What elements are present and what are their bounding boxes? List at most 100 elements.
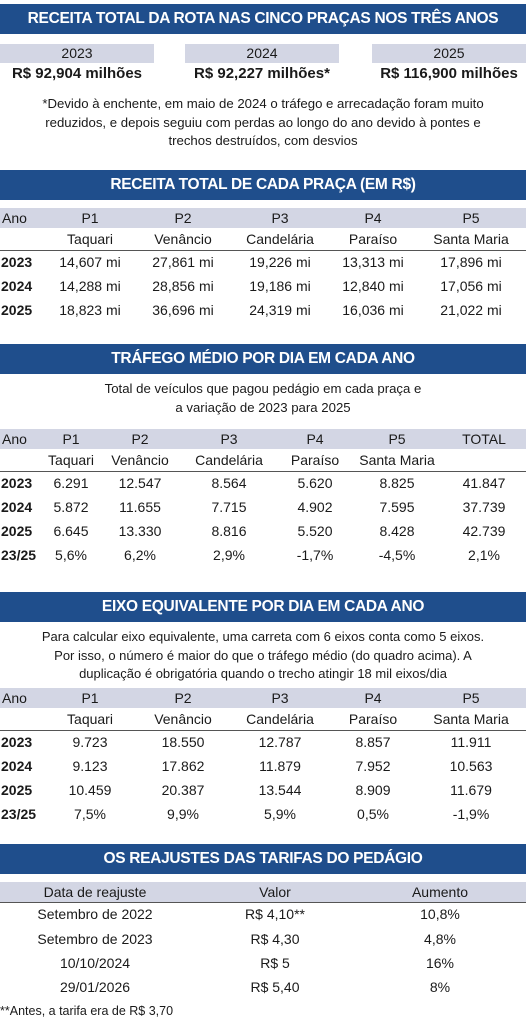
table-row: 2025 10.459 20.387 13.544 8.909 11.679 — [0, 778, 526, 802]
table-cell: 21,022 mi — [440, 302, 502, 318]
table-cell: 18.550 — [161, 734, 205, 751]
subheader-cell: Santa Maria — [416, 708, 526, 731]
section2-title: RECEITA TOTAL DE CADA PRAÇA (EM R$) — [110, 176, 416, 193]
year-box-2024: 2024 R$ 92,227 milhões* — [185, 44, 339, 83]
header-cell: P1 — [44, 208, 136, 228]
row-year: 2025 — [1, 302, 33, 318]
subheader-cell — [0, 449, 42, 472]
table-cell: 5.872 — [53, 499, 89, 515]
table-cell: 8.909 — [355, 782, 391, 798]
intro-line: a variação de 2023 para 2025 — [175, 399, 351, 415]
table-cell: 28,856 mi — [152, 278, 214, 294]
table-subheader-row: Taquari Venâncio Candelária Paraíso Sant… — [0, 449, 526, 472]
header-cell: P3 — [230, 208, 330, 228]
year-label: 2023 — [0, 44, 154, 63]
year-revenue: R$ 92,904 milhões — [11, 65, 143, 82]
header-cell: P4 — [278, 429, 352, 449]
header-cell: P2 — [136, 688, 230, 708]
header-cell: P1 — [42, 429, 100, 449]
table-cell: 11.679 — [450, 782, 492, 798]
row-year: 23/25 — [1, 806, 37, 822]
section5-title: OS REAJUSTES DAS TARIFAS DO PEDÁGIO — [103, 850, 423, 867]
table-cell: 19,226 mi — [249, 254, 311, 271]
footnote-line: reduzidos, e depois seguiu com perdas ao… — [45, 114, 481, 130]
table-cell: 11.911 — [450, 734, 492, 751]
table-cell: 36,696 mi — [152, 302, 214, 318]
row-year: 2023 — [1, 475, 33, 492]
year-revenue: R$ 92,227 milhões* — [194, 65, 330, 82]
subheader-cell: Taquari — [42, 449, 100, 472]
header-cell: P3 — [230, 688, 330, 708]
table-cell: 6.291 — [53, 475, 89, 492]
header-cell: P4 — [330, 208, 416, 228]
table-cell: 5.620 — [297, 475, 333, 492]
row-year: 2023 — [1, 254, 33, 271]
table-cell: 8.825 — [379, 475, 415, 492]
table-cell: 4.902 — [297, 499, 333, 515]
table-cell: 16,036 mi — [342, 302, 404, 318]
table-cell: 27,861 mi — [152, 254, 214, 271]
table-cell: -4,5% — [378, 547, 416, 563]
row-year: 2024 — [1, 758, 33, 774]
table-row: 2023 9.723 18.550 12.787 8.857 11.911 — [0, 730, 526, 754]
table-cell: 17.862 — [161, 758, 205, 774]
header-cell: P3 — [180, 429, 278, 449]
table-cell: 14,288 mi — [59, 278, 121, 294]
year-box-2023: 2023 R$ 92,904 milhões — [0, 44, 154, 83]
tariff-date: Setembro de 2022 — [37, 906, 153, 922]
table-cell: 13.330 — [118, 523, 162, 539]
section4-intro: Para calcular eixo equivalente, uma carr… — [0, 628, 526, 684]
row-year: 2024 — [1, 278, 33, 294]
subheader-cell: Venâncio — [136, 708, 230, 731]
year-label: 2024 — [185, 44, 339, 63]
section3-intro: Total de veículos que pagou pedágio em c… — [0, 380, 526, 417]
section4-title: EIXO EQUIVALENTE POR DIA EM CADA ANO — [101, 598, 425, 615]
table-cell: 17,056 mi — [440, 278, 502, 294]
table-cell: 9.723 — [72, 734, 108, 751]
table-cell: 13.544 — [258, 782, 302, 798]
table-cell: 8.816 — [211, 523, 247, 539]
table-cell: 7.595 — [379, 499, 415, 515]
table-row: 2025 18,823 mi 36,696 mi 24,319 mi 16,03… — [0, 298, 526, 322]
table-row: 2024 14,288 mi 28,856 mi 19,186 mi 12,84… — [0, 274, 526, 298]
table-cell: 10.459 — [68, 782, 112, 798]
table-cell: 2,1% — [468, 547, 500, 563]
table-row: 23/25 7,5% 9,9% 5,9% 0,5% -1,9% — [0, 802, 526, 826]
row-year: 2025 — [1, 523, 33, 539]
table-cell: 37.739 — [462, 499, 506, 515]
subheader-cell: Taquari — [44, 708, 136, 731]
tariff-table-header — [0, 882, 526, 902]
table-cell: 7.715 — [211, 499, 247, 515]
subheader-cell: Candelária — [230, 708, 330, 731]
section4-banner: EIXO EQUIVALENTE POR DIA EM CADA ANO — [0, 592, 526, 622]
subheader-cell: Candelária — [230, 228, 330, 251]
header-cell: Ano — [0, 429, 42, 449]
header-cell: Ano — [0, 688, 44, 708]
table-row: 2023 14,607 mi 27,861 mi 19,226 mi 13,31… — [0, 250, 526, 274]
revenue-per-toll-table: Ano P1 P2 P3 P4 P5 Taquari Venâncio Cand… — [0, 208, 526, 322]
table-cell: 12.547 — [118, 475, 162, 492]
header-cell: P5 — [416, 688, 526, 708]
row-year: 2023 — [1, 734, 33, 751]
header-cell: Data de reajuste — [43, 884, 147, 900]
row-year: 2024 — [1, 499, 33, 515]
header-cell: P4 — [330, 688, 416, 708]
subheader-cell: Paraíso — [278, 449, 352, 472]
table-header-row: Ano P1 P2 P3 P4 P5 TOTAL — [0, 429, 526, 449]
table-cell: 6.645 — [53, 523, 89, 539]
tariff-value: R$ 5 — [260, 955, 290, 971]
table-cell: -1,7% — [296, 547, 334, 563]
subheader-cell: Santa Maria — [416, 228, 526, 251]
header-cell: P2 — [100, 429, 180, 449]
table-cell: 9,9% — [167, 806, 199, 822]
table-cell: 14,607 mi — [59, 254, 121, 271]
subheader-cell: Taquari — [44, 228, 136, 251]
header-cell: P2 — [136, 208, 230, 228]
tariff-date: 29/01/2026 — [59, 979, 131, 995]
header-cell: P1 — [44, 688, 136, 708]
table-cell: 11.879 — [259, 758, 301, 774]
subheader-cell: Venâncio — [100, 449, 180, 472]
table-cell: 41.847 — [462, 475, 506, 492]
table-cell: 13,313 mi — [342, 254, 404, 271]
table-header-row: Ano P1 P2 P3 P4 P5 — [0, 208, 526, 228]
